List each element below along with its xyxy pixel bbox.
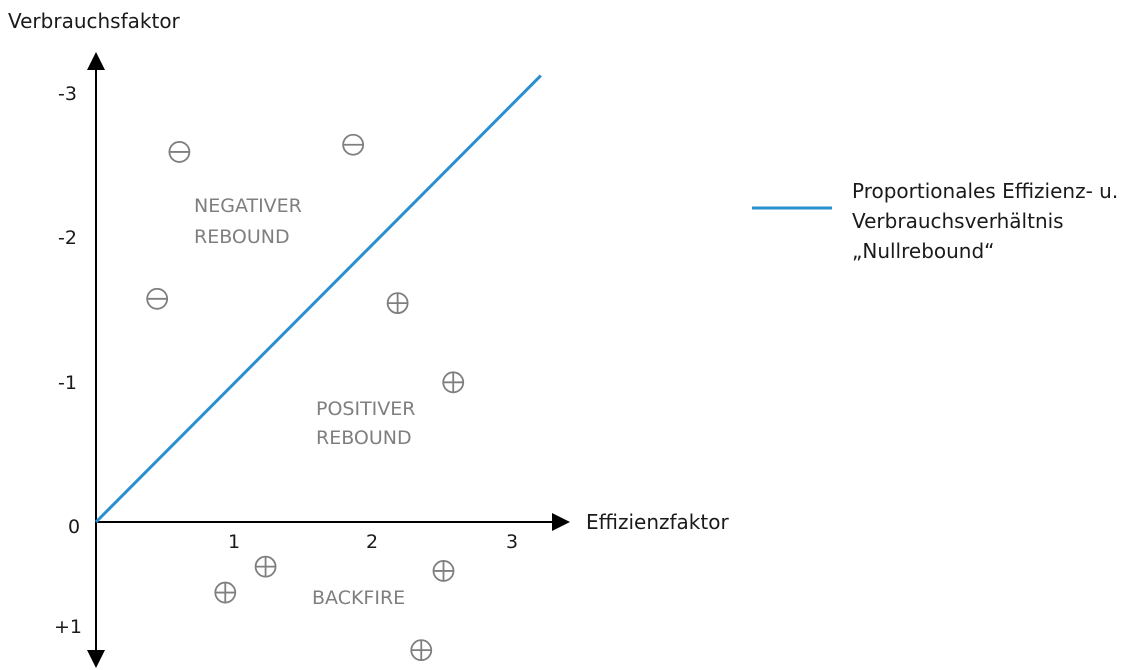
x-axis-title: Effizienzfaktor <box>586 510 729 534</box>
y-axis-title: Verbrauchsfaktor <box>8 9 181 33</box>
plus-marker-icon <box>254 555 277 578</box>
x-tick-label: 3 <box>506 531 518 553</box>
series-line-nullrebound <box>94 74 542 524</box>
y-tick-label: +1 <box>54 616 82 638</box>
legend-label: Verbrauchsverhältnis <box>852 209 1064 233</box>
plus-marker-icon <box>442 371 465 394</box>
y-tick-label: -2 <box>58 227 77 249</box>
legend-label: Proportionales Effizienz- u. <box>852 179 1118 203</box>
plus-marker-icon <box>214 581 237 604</box>
y-axis-arrow-bottom <box>87 650 105 668</box>
plus-marker-icon <box>432 560 455 582</box>
minus-marker-icon <box>146 287 169 310</box>
y-tick-label: -3 <box>58 83 77 105</box>
plus-marker-icon <box>386 292 409 315</box>
plus-marker-icon <box>410 639 433 662</box>
x-axis-arrow <box>552 513 570 531</box>
region-label-negativer-rebound: NEGATIVER <box>194 195 302 217</box>
region-label-negativer-rebound: REBOUND <box>194 226 290 248</box>
minus-marker-icon <box>342 133 365 156</box>
x-tick-label: 2 <box>366 531 378 553</box>
region-label-backfire: BACKFIRE <box>312 587 405 609</box>
legend-label: „Nullrebound“ <box>852 239 995 263</box>
y-tick-label: -1 <box>58 372 77 394</box>
markers <box>146 133 465 662</box>
minus-marker-icon <box>168 141 191 163</box>
x-tick-label: 1 <box>228 531 240 553</box>
y-axis-arrow-top <box>87 52 105 70</box>
region-label-positiver-rebound: POSITIVER <box>316 398 416 420</box>
y-tick-label: 0 <box>68 516 80 538</box>
region-label-positiver-rebound: REBOUND <box>316 427 412 449</box>
